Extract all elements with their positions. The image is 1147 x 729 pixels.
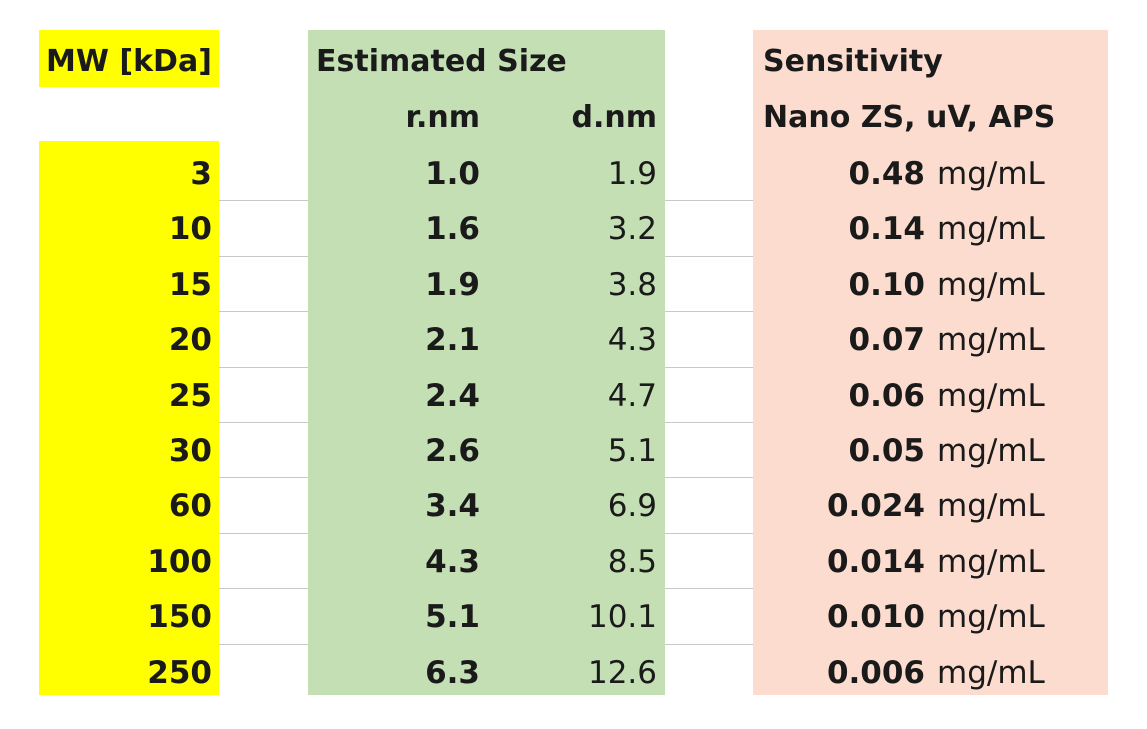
row-gridline	[219, 311, 308, 312]
row-gridline	[665, 422, 753, 423]
mw-value: 15	[168, 267, 212, 303]
row-gridline	[219, 256, 308, 257]
row-gridline	[219, 644, 308, 645]
diameter-value: 3.2	[607, 211, 657, 247]
row-gridline	[665, 256, 753, 257]
sensitivity-column-bg	[753, 30, 1108, 695]
row-gridline	[665, 367, 753, 368]
mw-header-highlight	[39, 30, 219, 87]
diameter-value: 4.7	[607, 378, 657, 414]
radius-value: 2.1	[425, 322, 480, 358]
row-gridline	[665, 588, 753, 589]
sensitivity-header: Sensitivity	[763, 44, 943, 79]
mw-column-highlight	[39, 141, 219, 695]
row-gridline	[665, 477, 753, 478]
diameter-value: 8.5	[607, 544, 657, 580]
radius-value: 1.0	[425, 156, 480, 192]
mw-value: 20	[168, 322, 212, 358]
diameter-value: 1.9	[607, 156, 657, 192]
estimated-size-header: Estimated Size	[316, 44, 567, 79]
sensitivity-value: 0.006	[826, 655, 925, 691]
sensitivity-value: 0.07	[848, 322, 926, 358]
estimated-size-column-bg	[308, 30, 665, 695]
mw-value: 30	[168, 433, 212, 469]
row-gridline	[219, 367, 308, 368]
radius-value: 2.6	[425, 433, 480, 469]
sensitivity-unit: mg/mL	[937, 488, 1045, 524]
diameter-value: 3.8	[607, 267, 657, 303]
radius-header: r.nm	[405, 100, 480, 135]
instrument-header: Nano ZS, uV, APS	[763, 100, 1056, 135]
sensitivity-unit: mg/mL	[937, 156, 1045, 192]
diameter-value: 10.1	[587, 599, 657, 635]
sensitivity-value: 0.48	[848, 156, 926, 192]
mw-value: 100	[147, 544, 212, 580]
mw-value: 3	[190, 156, 212, 192]
diameter-header: d.nm	[571, 100, 658, 135]
sensitivity-value: 0.14	[848, 211, 926, 247]
sensitivity-value: 0.010	[826, 599, 925, 635]
radius-value: 2.4	[425, 378, 480, 414]
diameter-value: 4.3	[607, 322, 657, 358]
row-gridline	[665, 311, 753, 312]
radius-value: 1.9	[425, 267, 480, 303]
sensitivity-value: 0.05	[848, 433, 926, 469]
row-gridline	[665, 644, 753, 645]
radius-value: 1.6	[425, 211, 480, 247]
row-gridline	[219, 533, 308, 534]
radius-value: 6.3	[425, 655, 480, 691]
diameter-value: 6.9	[607, 488, 657, 524]
sensitivity-unit: mg/mL	[937, 655, 1045, 691]
mw-value: 25	[168, 378, 212, 414]
sensitivity-unit: mg/mL	[937, 267, 1045, 303]
row-gridline	[219, 200, 308, 201]
mw-value: 150	[147, 599, 212, 635]
row-gridline	[665, 533, 753, 534]
sensitivity-unit: mg/mL	[937, 544, 1045, 580]
radius-value: 3.4	[425, 488, 480, 524]
diameter-value: 5.1	[607, 433, 657, 469]
sensitivity-value: 0.014	[826, 544, 925, 580]
row-gridline	[219, 588, 308, 589]
mw-value: 10	[168, 211, 212, 247]
mw-value: 60	[168, 488, 212, 524]
row-gridline	[219, 422, 308, 423]
sensitivity-unit: mg/mL	[937, 378, 1045, 414]
sensitivity-value: 0.10	[848, 267, 926, 303]
row-gridline	[219, 477, 308, 478]
sensitivity-value: 0.06	[848, 378, 926, 414]
diameter-value: 12.6	[587, 655, 657, 691]
radius-value: 5.1	[425, 599, 480, 635]
sensitivity-unit: mg/mL	[937, 211, 1045, 247]
radius-value: 4.3	[425, 544, 480, 580]
sensitivity-value: 0.024	[826, 488, 925, 524]
row-gridline	[665, 200, 753, 201]
sensitivity-unit: mg/mL	[937, 599, 1045, 635]
sensitivity-unit: mg/mL	[937, 322, 1045, 358]
mw-header: MW [kDa]	[46, 44, 212, 79]
sensitivity-unit: mg/mL	[937, 433, 1045, 469]
mw-value: 250	[147, 655, 212, 691]
